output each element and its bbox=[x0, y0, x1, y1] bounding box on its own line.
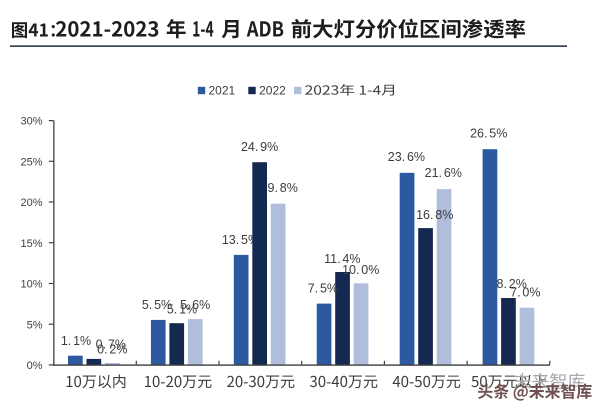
svg-text:0.7%: 0. 7% bbox=[96, 338, 126, 352]
svg-text:1.1%: 1. 1% bbox=[61, 334, 91, 348]
svg-text:16.8%: 16. 8% bbox=[416, 208, 453, 222]
svg-text:7.5%: 7. 5% bbox=[308, 282, 338, 296]
svg-text:10.0%: 10. 0% bbox=[342, 263, 379, 277]
svg-text:25%: 25% bbox=[20, 156, 42, 168]
svg-text:7.0%: 7. 0% bbox=[510, 286, 540, 300]
svg-text:30%: 30% bbox=[20, 116, 42, 128]
svg-text:5.5%: 5. 5% bbox=[142, 298, 172, 312]
svg-text:19.8%: 19. 8% bbox=[261, 181, 298, 195]
svg-text:0.2%: 0. 2% bbox=[97, 342, 127, 356]
svg-text:23.6%: 23. 6% bbox=[388, 150, 425, 164]
svg-text:21.6%: 21. 6% bbox=[425, 166, 462, 180]
svg-text:5%: 5% bbox=[27, 319, 43, 331]
svg-text:2022: 2022 bbox=[259, 84, 286, 98]
svg-text:10%: 10% bbox=[20, 279, 42, 291]
svg-text:5.1%: 5. 1% bbox=[167, 303, 197, 317]
svg-text:20%: 20% bbox=[20, 197, 42, 209]
svg-text:8.2%: 8. 2% bbox=[497, 277, 527, 291]
svg-text:24.9%: 24. 9% bbox=[241, 140, 278, 154]
svg-text:0%: 0% bbox=[27, 360, 43, 372]
svg-text:26.5%: 26. 5% bbox=[470, 126, 507, 140]
svg-text:2021: 2021 bbox=[209, 84, 236, 98]
svg-text:5.6%: 5. 6% bbox=[180, 298, 210, 312]
svg-text:11.4%: 11. 4% bbox=[324, 252, 360, 266]
svg-text:15%: 15% bbox=[20, 238, 42, 250]
